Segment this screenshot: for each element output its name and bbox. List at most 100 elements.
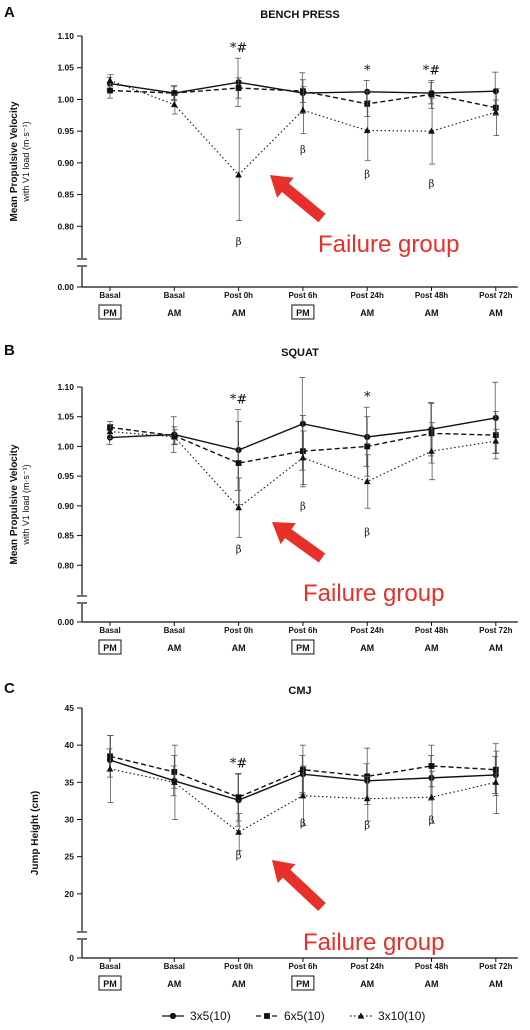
significance-marker: * xyxy=(364,390,371,405)
session-label: AM xyxy=(489,643,503,653)
chart-panel-c: C CMJ Jump Height (cm) 0 20 25 30 35 40 45 Basal PM… xyxy=(4,680,518,991)
series-3x10(10) xyxy=(106,735,500,852)
y-tick-label: 1.10 xyxy=(57,382,74,392)
legend-marker xyxy=(357,1012,365,1019)
session-label: AM xyxy=(425,308,439,318)
data-point xyxy=(428,91,435,98)
legend-label: 6x5(10) xyxy=(284,1009,325,1023)
x-tick-label: Post 6h xyxy=(288,291,317,300)
session-label: AM xyxy=(425,643,439,653)
y-tick-label: 0 xyxy=(69,953,74,963)
chart-panel-b: B SQUAT Mean Propulsive Velocity with V1 lo… xyxy=(4,342,518,655)
y-tick-label: 0.95 xyxy=(57,471,74,481)
beta-marker: β xyxy=(429,816,435,827)
data-point xyxy=(106,434,114,441)
session-label: PM xyxy=(103,643,117,653)
data-point xyxy=(106,427,114,435)
session-label: AM xyxy=(425,979,439,989)
session-label: PM xyxy=(103,308,117,318)
data-point xyxy=(171,769,178,775)
data-point xyxy=(492,766,499,773)
beta-marker: β xyxy=(236,237,242,248)
legend-label: 3x10(10) xyxy=(378,1009,425,1023)
x-tick-label: Basal xyxy=(99,291,120,300)
beta-marker: β xyxy=(364,527,370,538)
beta-marker: β xyxy=(300,501,306,512)
session-label: AM xyxy=(360,308,374,318)
x-tick-label: Post 24h xyxy=(351,962,384,971)
legend-marker xyxy=(169,1012,177,1020)
session-label: PM xyxy=(296,308,310,318)
data-point xyxy=(492,437,500,444)
data-point xyxy=(235,504,242,511)
beta-marker: β xyxy=(300,145,306,156)
data-point xyxy=(300,766,306,773)
x-tick-label: Post 48h xyxy=(415,962,448,971)
y-tick-label: 1.05 xyxy=(57,63,74,73)
data-point xyxy=(235,794,242,801)
data-point xyxy=(235,171,242,178)
chart-title: SQUAT xyxy=(281,347,319,359)
data-point xyxy=(107,424,113,431)
beta-marker: β xyxy=(429,179,435,190)
significance-marker: *# xyxy=(230,756,247,771)
x-tick-label: Post 0h xyxy=(224,626,253,635)
y-tick-label: 0.85 xyxy=(57,531,74,541)
y-tick-label: 0.90 xyxy=(57,501,74,511)
session-label: PM xyxy=(296,979,310,989)
y-tick-label: 40 xyxy=(65,740,75,750)
data-point xyxy=(428,763,435,769)
legend: 3x5(10) 6x5(10) 3x10(10) xyxy=(162,1009,425,1023)
data-point xyxy=(364,100,371,107)
y-tick-label: 0.80 xyxy=(57,560,74,570)
failure-group-label: Failure group xyxy=(303,929,444,956)
data-point xyxy=(171,433,178,440)
session-label: AM xyxy=(360,979,374,989)
y-tick-label: 20 xyxy=(65,889,75,899)
x-tick-label: Post 0h xyxy=(224,962,253,971)
session-label: AM xyxy=(489,308,503,318)
x-tick-label: Basal xyxy=(164,626,185,635)
panel-letter: C xyxy=(4,680,15,697)
legend-item: 3x10(10) xyxy=(350,1009,425,1023)
x-tick-label: Post 6h xyxy=(288,626,317,635)
significance-marker: * xyxy=(364,63,371,78)
data-point xyxy=(106,765,114,772)
data-point xyxy=(492,778,500,785)
y-axis-label-units: with V1 load (m·s⁻¹) xyxy=(21,121,31,202)
significance-marker: *# xyxy=(230,393,247,408)
series-3x10(10) xyxy=(106,74,500,221)
x-tick-label: Post 24h xyxy=(351,626,384,635)
x-tick-label: Post 48h xyxy=(415,626,448,635)
session-label: AM xyxy=(232,979,246,989)
beta-marker: β xyxy=(300,818,306,829)
x-tick-label: Basal xyxy=(99,626,120,635)
data-point xyxy=(363,126,371,134)
data-point xyxy=(428,447,435,454)
y-tick-label: 25 xyxy=(65,852,75,862)
x-tick-label: Post 72h xyxy=(479,962,512,971)
series-6x5(10) xyxy=(107,77,499,117)
failure-group-label: Failure group xyxy=(303,580,444,607)
beta-marker: β xyxy=(236,850,242,861)
session-label: AM xyxy=(232,643,246,653)
data-point xyxy=(428,430,435,437)
x-tick-label: Post 72h xyxy=(479,291,512,300)
x-tick-label: Basal xyxy=(164,962,185,971)
data-point xyxy=(300,448,306,455)
session-label: AM xyxy=(360,643,374,653)
chart-panel-a: A BENCH PRESS Mean Propulsive Velocity with… xyxy=(4,4,518,320)
session-label: AM xyxy=(489,979,503,989)
failure-arrow xyxy=(270,175,326,223)
session-label: AM xyxy=(167,979,181,989)
y-tick-label: 0.00 xyxy=(57,282,74,292)
data-point xyxy=(235,828,242,835)
y-tick-label: 1.05 xyxy=(57,412,74,422)
data-point xyxy=(235,460,242,466)
data-point xyxy=(492,108,500,115)
chart-title: BENCH PRESS xyxy=(260,9,339,21)
x-tick-label: Post 48h xyxy=(415,291,448,300)
beta-marker: β xyxy=(364,821,370,832)
significance-marker: *# xyxy=(230,41,247,56)
